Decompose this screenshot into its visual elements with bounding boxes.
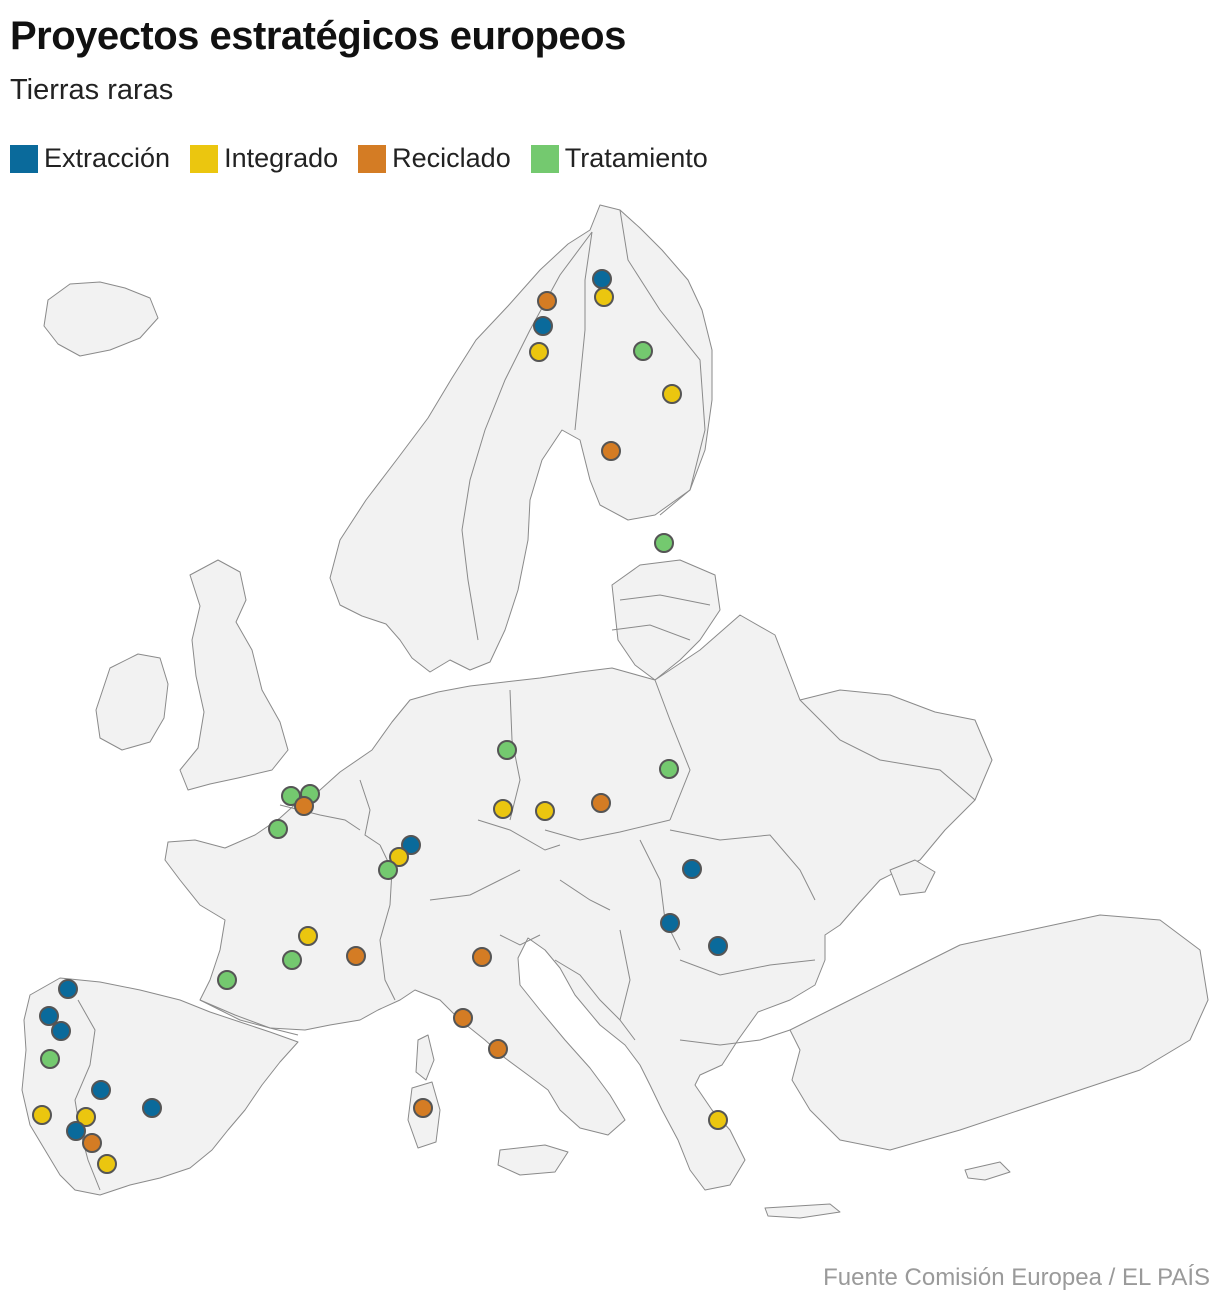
border-lithuania-latvia [611,624,691,641]
legend-item-reciclado: Reciclado [358,143,511,174]
great-britain-shape [179,559,289,791]
border-france-swiss-italy [379,904,396,1001]
scandinavia-shape [329,204,713,673]
border-italy-slovenia [499,934,541,946]
legend-label-integrado: Integrado [224,143,339,173]
project-marker-tratamiento [268,819,288,839]
project-marker-extraccion [682,859,702,879]
project-marker-extraccion [39,1006,59,1026]
project-marker-extraccion [58,979,78,999]
project-marker-integrado [662,384,682,404]
legend-item-tratamiento: Tratamiento [530,143,708,174]
border-ukraine-russia [799,699,976,801]
border-belgium-germany [359,779,381,846]
europe-map [21,204,1209,1219]
corsica-shape [415,1034,435,1081]
page-subtitle: Tierras raras [10,74,174,106]
legend-item-integrado: Integrado [190,143,338,174]
border-serbia [619,929,636,1041]
legend-label-extraccion: Extracción [44,143,171,173]
project-marker-integrado [389,847,409,867]
legend: Extracción Integrado Reciclado Tratamien… [10,143,708,174]
project-marker-tratamiento [281,786,301,806]
legend-item-extraccion: Extracción [10,143,170,174]
ireland-shape [95,653,169,751]
project-marker-tratamiento [378,860,398,880]
project-marker-extraccion [51,1021,71,1041]
border-balkans [554,959,621,1021]
border-sweden-finland [574,231,593,431]
sicily-shape [497,1144,569,1176]
project-marker-integrado [535,801,555,821]
project-marker-reciclado [488,1039,508,1059]
project-marker-reciclado [453,1008,473,1028]
project-marker-extraccion [708,936,728,956]
project-marker-integrado [76,1107,96,1127]
border-spain-portugal [74,999,101,1191]
border-poland-belarus [654,679,691,821]
project-marker-reciclado [413,1098,433,1118]
project-marker-reciclado [537,291,557,311]
border-germany-poland [509,689,521,821]
legend-swatch-tratamiento [530,144,559,173]
project-marker-extraccion [66,1121,86,1141]
source-note: Fuente Comisión Europea / EL PAÍS [823,1264,1210,1291]
project-markers [32,269,728,1174]
project-marker-reciclado [346,946,366,966]
border-austria-hungary [559,879,611,911]
legend-label-reciclado: Reciclado [392,143,511,173]
project-marker-extraccion [533,316,553,336]
border-romania-bulgaria [679,959,816,976]
project-marker-reciclado [82,1133,102,1153]
project-marker-integrado [708,1110,728,1130]
turkey-shape [789,914,1209,1151]
project-marker-integrado [298,926,318,946]
project-marker-integrado [529,342,549,362]
border-bulgaria-greece [679,1029,791,1046]
legend-swatch-integrado [190,144,219,173]
project-marker-integrado [493,799,513,819]
legend-label-tratamiento: Tratamiento [564,143,708,173]
project-marker-reciclado [472,947,492,967]
border-poland-slovakia [544,819,671,841]
page-title: Proyectos estratégicos europeos [10,14,626,58]
crimea-shape [889,859,936,896]
project-marker-reciclado [601,441,621,461]
project-marker-extraccion [401,835,421,855]
border-romania-ukraine [669,829,816,901]
border-hungary-romania [639,839,681,951]
project-marker-tratamiento [282,950,302,970]
legend-swatch-reciclado [358,144,387,173]
project-marker-extraccion [660,913,680,933]
project-marker-reciclado [294,796,314,816]
border-finland-russia [619,209,706,516]
baltics-shape [611,559,721,681]
iceland-shape [43,281,159,357]
project-marker-tratamiento [633,341,653,361]
border-estonia-latvia [619,594,711,606]
project-marker-reciclado [591,793,611,813]
project-marker-tratamiento [659,759,679,779]
project-marker-extraccion [91,1080,111,1100]
border-germany-austria [429,869,521,901]
border-spain-france [199,999,299,1036]
project-marker-extraccion [592,269,612,289]
borders-layer [74,209,976,1191]
project-marker-tratamiento [40,1049,60,1069]
border-germany-czechia [477,819,561,851]
land-layer [21,204,1209,1219]
legend-swatch-extraccion [10,144,38,173]
cyprus-shape [964,1161,1011,1181]
crete-shape [764,1203,841,1219]
project-marker-tratamiento [654,533,674,553]
project-marker-extraccion [142,1098,162,1118]
project-marker-integrado [97,1154,117,1174]
project-marker-integrado [32,1105,52,1125]
project-marker-integrado [594,287,614,307]
project-marker-tratamiento [217,970,237,990]
project-marker-tratamiento [497,740,517,760]
